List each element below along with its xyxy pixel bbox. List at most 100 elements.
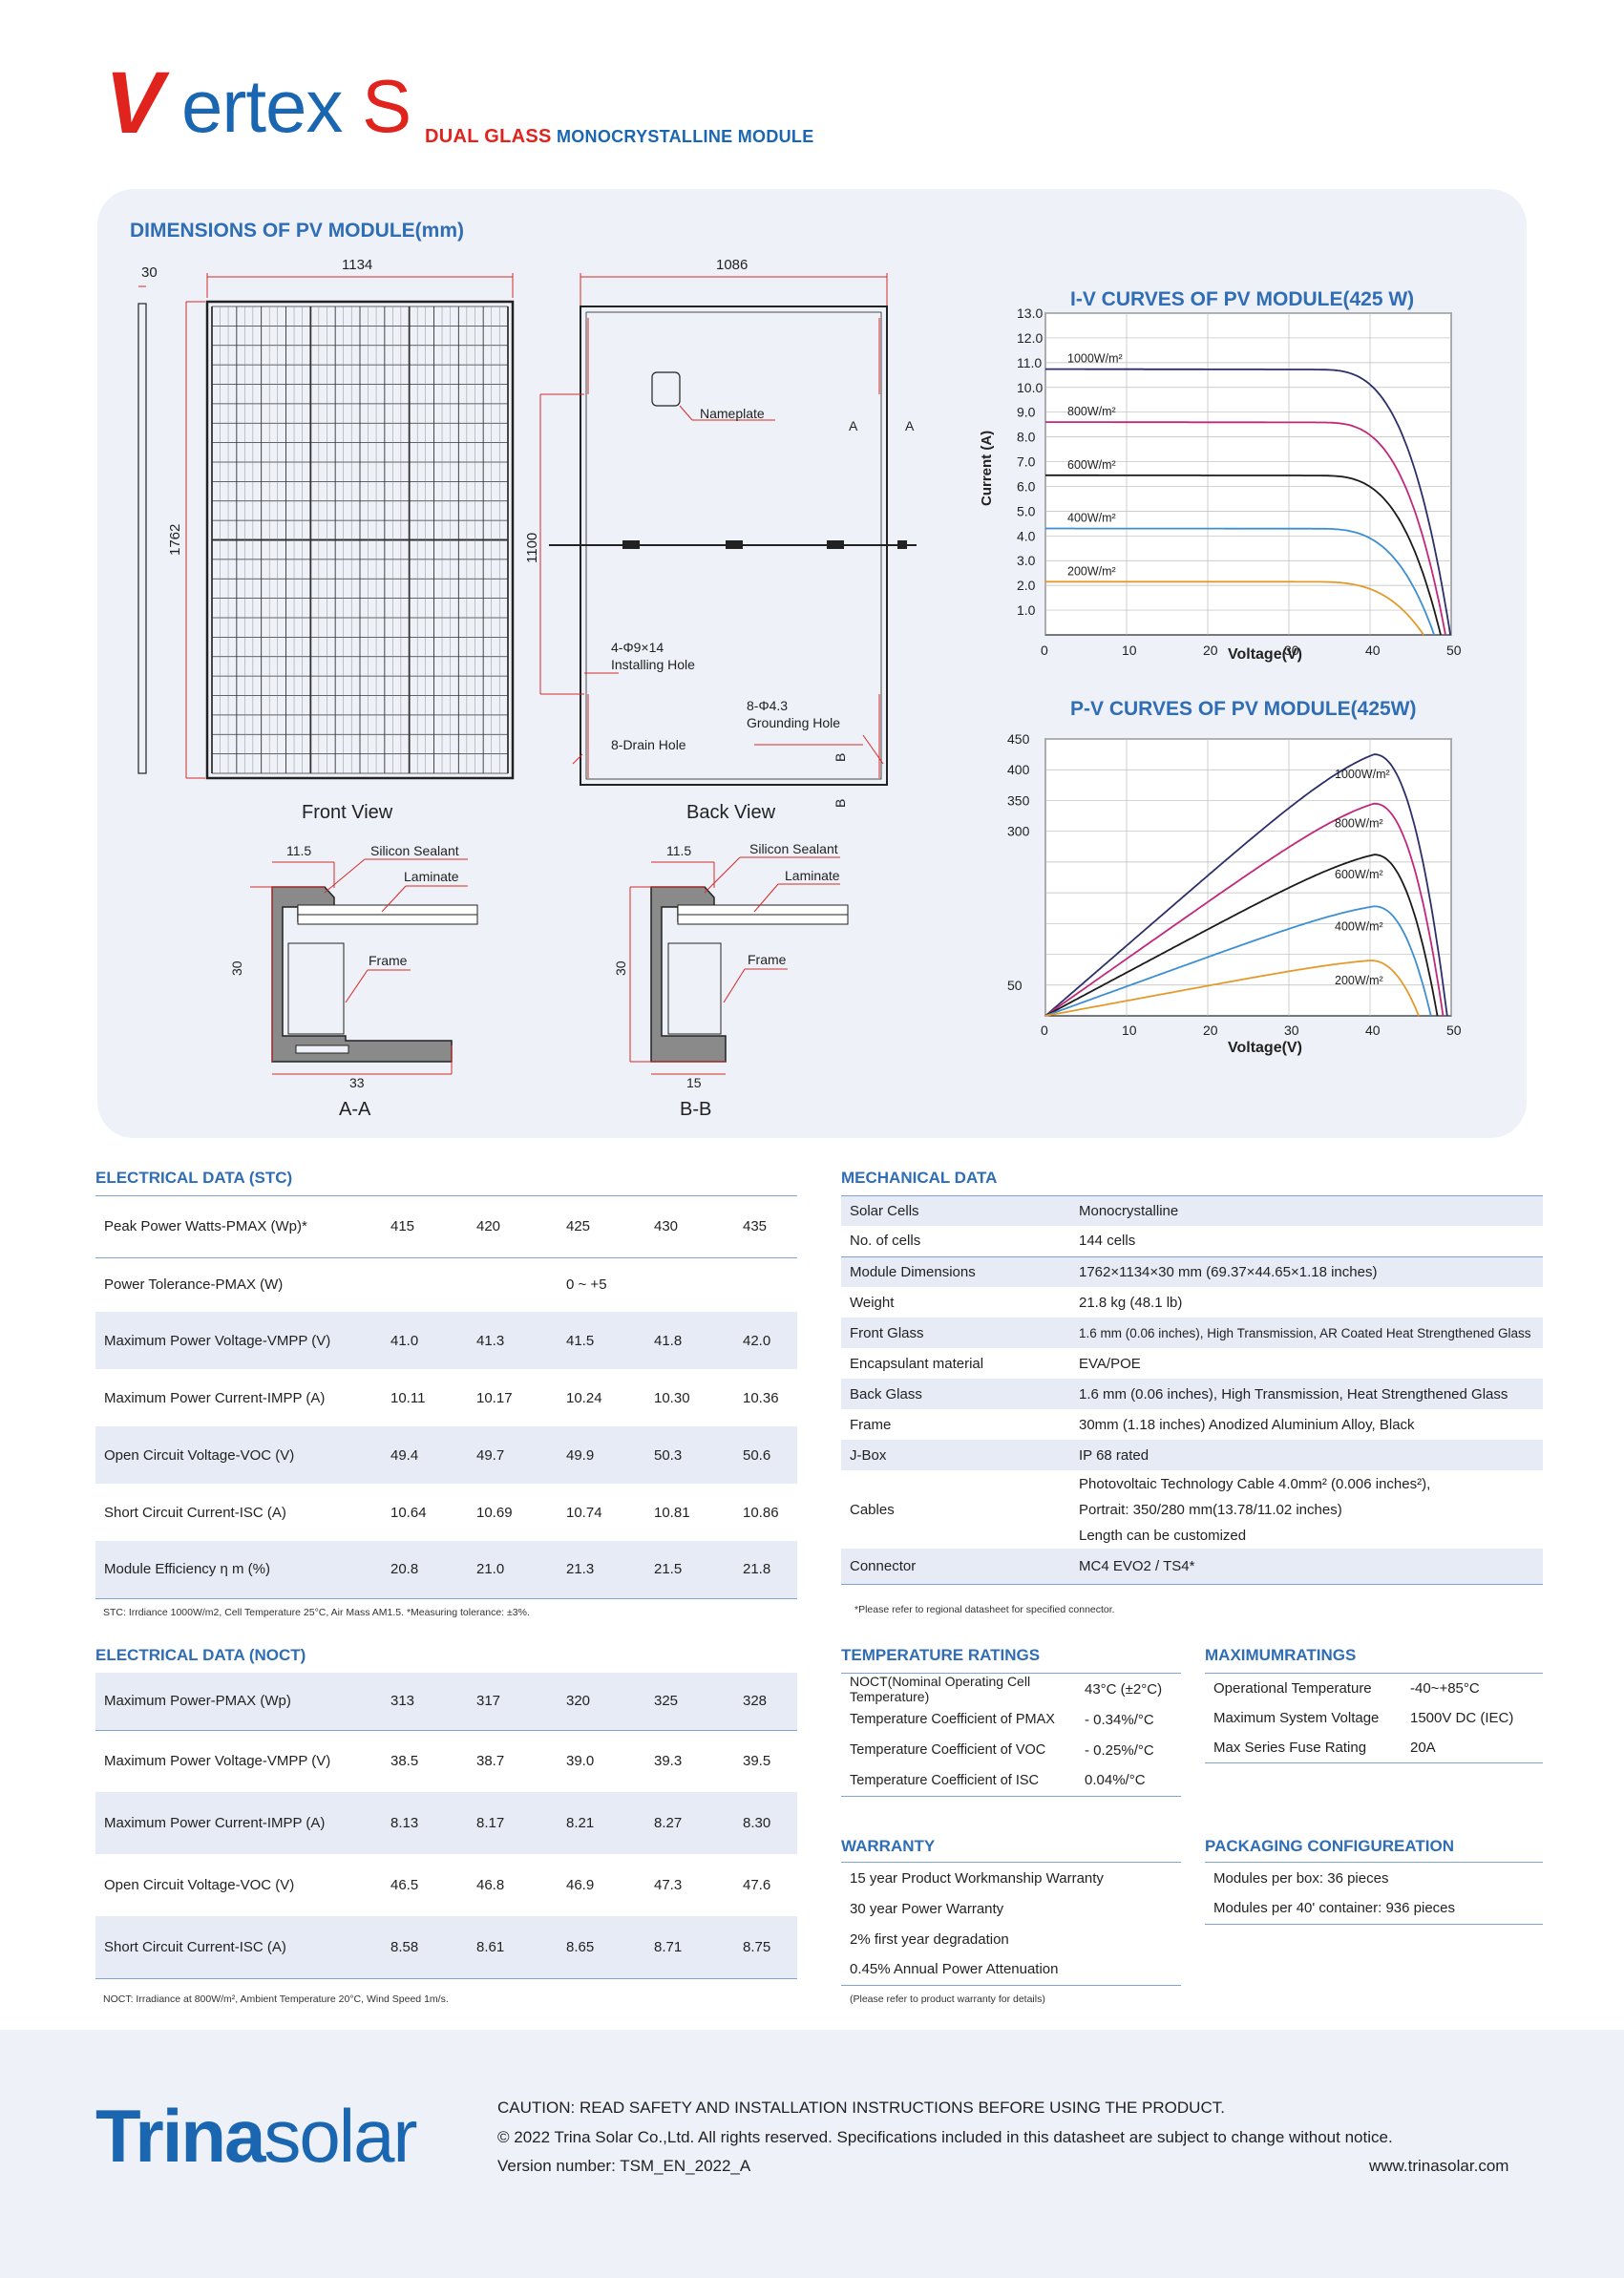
brand-v: V bbox=[105, 54, 163, 152]
row-value: 10.64 bbox=[390, 1504, 427, 1521]
dim-front-width: 1134 bbox=[342, 257, 372, 273]
iv-ytick: 7.0 bbox=[1017, 454, 1036, 470]
temp-top-rule bbox=[841, 1673, 1181, 1674]
packaging-item: Modules per 40' container: 936 pieces bbox=[1213, 1900, 1456, 1917]
mech-row: Front Glass 1.6 mm (0.06 inches), High Tr… bbox=[841, 1318, 1543, 1348]
row-value: 8.61 bbox=[468, 1916, 558, 1978]
mech-row: Solar Cells Monocrystalline bbox=[841, 1196, 1543, 1226]
pv-xtick: 30 bbox=[1284, 1023, 1299, 1038]
stc-title: ELECTRICAL DATA (STC) bbox=[95, 1169, 293, 1187]
stc-note: STC: Irrdiance 1000W/m2, Cell Temperatur… bbox=[103, 1607, 530, 1618]
table-cell bbox=[645, 1257, 734, 1312]
section-b-mark-top: B bbox=[833, 753, 848, 762]
iv-ytick: 2.0 bbox=[1017, 578, 1036, 593]
iv-series-line bbox=[1045, 368, 1451, 636]
row-value: 8.71 bbox=[645, 1916, 734, 1978]
row-label: Maximum Power Current-IMPP (A) bbox=[104, 1389, 326, 1406]
pv-chart-title: P-V CURVES OF PV MODULE(425W) bbox=[1070, 698, 1417, 720]
iv-series-line bbox=[1045, 474, 1442, 636]
trina-logo-a: Trina bbox=[95, 2094, 265, 2178]
packaging-title: PACKAGING CONFIGUREATION bbox=[1205, 1837, 1454, 1855]
trina-logo-b: solar bbox=[264, 2094, 417, 2178]
pv-series-line bbox=[1044, 753, 1448, 1017]
row-value: 415 bbox=[390, 1218, 415, 1235]
warranty-row: 30 year Power Warranty bbox=[841, 1893, 1181, 1924]
aa-width: 33 bbox=[349, 1075, 365, 1090]
aa-label: A-A bbox=[339, 1099, 371, 1120]
warranty-table: 15 year Product Workmanship Warranty 30 y… bbox=[841, 1863, 1181, 1986]
maxr-key: Maximum System Voltage bbox=[1213, 1710, 1380, 1726]
iv-ytick: 13.0 bbox=[1017, 306, 1043, 321]
temp-key: Temperature Coefficient of VOC bbox=[850, 1742, 1046, 1758]
back-view-label: Back View bbox=[686, 802, 776, 823]
stc-row: Short Circuit Current-ISC (A) 10.64 10.69 1… bbox=[95, 1484, 797, 1541]
row-label: Open Circuit Voltage-VOC (V) bbox=[104, 1877, 295, 1893]
iv-series-label: 200W/m² bbox=[1067, 564, 1116, 578]
dim-thickness: 30 bbox=[141, 264, 158, 281]
noct-title: ELECTRICAL DATA (NOCT) bbox=[95, 1646, 306, 1664]
row-label: Maximum Power-PMAX (Wp) bbox=[95, 1673, 382, 1730]
mech-row: Connector MC4 EVO2 / TS4* bbox=[841, 1549, 1543, 1584]
section-a-mark-left: A bbox=[849, 418, 858, 433]
iv-chart: I-V CURVES OF PV MODULE(425 W) 13.0 12.0 1… bbox=[979, 288, 1462, 663]
row-value: 49.9 bbox=[558, 1426, 645, 1484]
mech-key: Solar Cells bbox=[841, 1196, 1070, 1226]
pv-series-label: 800W/m² bbox=[1335, 817, 1383, 831]
stc-row: Maximum Power Voltage-VMPP (V) 41.0 41.3 41… bbox=[95, 1312, 797, 1369]
row-value: 8.58 bbox=[382, 1916, 468, 1978]
iv-xtick: 20 bbox=[1203, 643, 1218, 658]
warranty-row: 0.45% Annual Power Attenuation bbox=[841, 1954, 1181, 1985]
row-value: 313 bbox=[382, 1673, 468, 1730]
cables-line: Portrait: 350/280 mm(13.78/11.02 inches) bbox=[1079, 1501, 1342, 1518]
mech-key: J-Box bbox=[841, 1440, 1070, 1470]
maxr-title: MAXIMUMRATINGS bbox=[1205, 1646, 1357, 1664]
version-text: Version number: TSM_EN_2022_A bbox=[497, 2157, 751, 2175]
iv-series-label: 600W/m² bbox=[1067, 458, 1116, 472]
packaging-table: Modules per box: 36 pieces Modules per 40… bbox=[1205, 1863, 1543, 1925]
pv-chart: P-V CURVES OF PV MODULE(425W) 4504003503… bbox=[1007, 698, 1462, 1056]
row-value: 8.75 bbox=[734, 1916, 797, 1978]
cables-line: Photovoltaic Technology Cable 4.0mm² (0.… bbox=[1079, 1475, 1431, 1492]
mech-value: IP 68 rated bbox=[1070, 1440, 1543, 1470]
maxr-row: Max Series Fuse Rating 20A bbox=[1205, 1733, 1543, 1762]
front-view-label: Front View bbox=[302, 802, 393, 823]
mech-value: 1.6 mm (0.06 inches), High Transmission,… bbox=[1070, 1318, 1543, 1348]
row-value: 39.5 bbox=[743, 1753, 771, 1770]
row-value: 41.0 bbox=[382, 1312, 468, 1369]
installing-hole-b: Installing Hole bbox=[611, 657, 695, 672]
front-view-cells bbox=[211, 306, 509, 774]
iv-series-line bbox=[1045, 421, 1446, 636]
aa-dim-11-5: 11.5 bbox=[286, 843, 311, 858]
row-value: 8.65 bbox=[558, 1916, 645, 1978]
pv-xtick: 20 bbox=[1203, 1023, 1218, 1038]
packaging-item: Modules per box: 36 pieces bbox=[1213, 1869, 1389, 1887]
brand-s: S bbox=[362, 64, 411, 148]
row-value: 49.4 bbox=[382, 1426, 468, 1484]
mech-key: Cables bbox=[850, 1501, 895, 1518]
temp-row: Temperature Coefficient of VOC - 0.25%/°C bbox=[841, 1735, 1181, 1765]
mech-row: Module Dimensions 1762×1134×30 mm (69.37×… bbox=[841, 1256, 1543, 1287]
pv-series-line bbox=[1044, 802, 1445, 1017]
packaging-top-rule bbox=[1205, 1862, 1543, 1863]
maxr-key: Operational Temperature bbox=[1213, 1680, 1372, 1697]
aa-sealant-label: Silicon Sealant bbox=[370, 843, 459, 858]
stc-row: Maximum Power Current-IMPP (A) 10.11 10.17… bbox=[95, 1369, 797, 1426]
mech-value: 30mm (1.18 inches) Anodized Aluminium Al… bbox=[1079, 1416, 1415, 1433]
temp-row: NOCT(Nominal Operating Cell Temperature)… bbox=[841, 1674, 1181, 1704]
row-value: 21.8 bbox=[734, 1541, 797, 1598]
row-value: 328 bbox=[734, 1673, 797, 1730]
row-value: 41.5 bbox=[558, 1312, 645, 1369]
website-link[interactable]: www.trinasolar.com bbox=[1369, 2157, 1509, 2175]
mech-value: Monocrystalline bbox=[1070, 1196, 1543, 1226]
pv-xlabel: Voltage(V) bbox=[1228, 1040, 1302, 1056]
noct-table: Maximum Power-PMAX (Wp) 313 317 320 325 328 Ma… bbox=[95, 1673, 797, 1979]
trina-logo: Trinasolar bbox=[95, 2099, 417, 2173]
pv-series-line bbox=[1044, 905, 1432, 1017]
warranty-item: 0.45% Annual Power Attenuation bbox=[850, 1961, 1059, 1978]
pv-ytick: 350 bbox=[1007, 792, 1030, 808]
pv-xtick: 10 bbox=[1122, 1023, 1137, 1038]
temp-key: NOCT(Nominal Operating Cell Temperature) bbox=[850, 1674, 1031, 1704]
iv-series-line bbox=[1045, 580, 1424, 636]
caution-text: CAUTION: READ SAFETY AND INSTALLATION IN… bbox=[497, 2099, 1225, 2117]
row-value: 8.17 bbox=[468, 1792, 558, 1854]
